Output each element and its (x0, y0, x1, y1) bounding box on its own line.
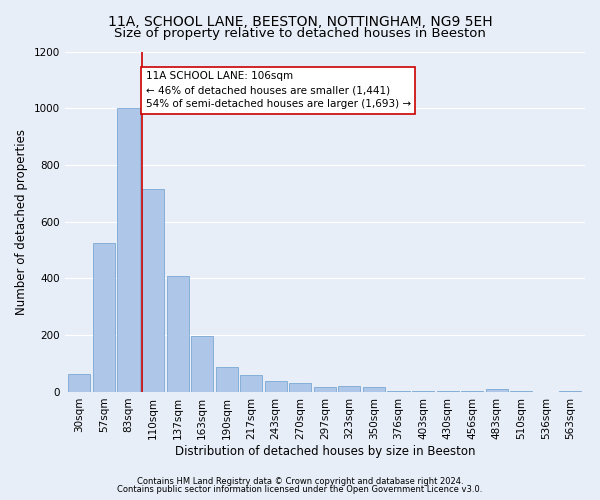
Bar (461, 390, 483, 392)
Bar (142, 189, 164, 392)
Bar (314, 388, 336, 392)
Bar (265, 381, 287, 392)
Bar (93, 243, 115, 392)
Bar (437, 390, 458, 392)
Bar (363, 387, 385, 392)
Bar (289, 383, 311, 392)
Bar (338, 386, 361, 392)
Text: Contains HM Land Registry data © Crown copyright and database right 2024.: Contains HM Land Registry data © Crown c… (137, 477, 463, 486)
Bar (412, 390, 434, 392)
Bar (388, 390, 410, 392)
Bar (240, 375, 262, 392)
Bar (485, 389, 508, 392)
X-axis label: Distribution of detached houses by size in Beeston: Distribution of detached houses by size … (175, 444, 475, 458)
Text: 11A, SCHOOL LANE, BEESTON, NOTTINGHAM, NG9 5EH: 11A, SCHOOL LANE, BEESTON, NOTTINGHAM, N… (107, 15, 493, 29)
Bar (68, 374, 91, 392)
Bar (118, 108, 140, 392)
Y-axis label: Number of detached properties: Number of detached properties (15, 128, 28, 314)
Text: 11A SCHOOL LANE: 106sqm
← 46% of detached houses are smaller (1,441)
54% of semi: 11A SCHOOL LANE: 106sqm ← 46% of detache… (146, 72, 411, 110)
Bar (191, 336, 213, 392)
Bar (510, 390, 532, 392)
Bar (215, 367, 238, 392)
Bar (167, 276, 188, 392)
Text: Size of property relative to detached houses in Beeston: Size of property relative to detached ho… (114, 28, 486, 40)
Bar (559, 390, 581, 392)
Text: Contains public sector information licensed under the Open Government Licence v3: Contains public sector information licen… (118, 485, 482, 494)
